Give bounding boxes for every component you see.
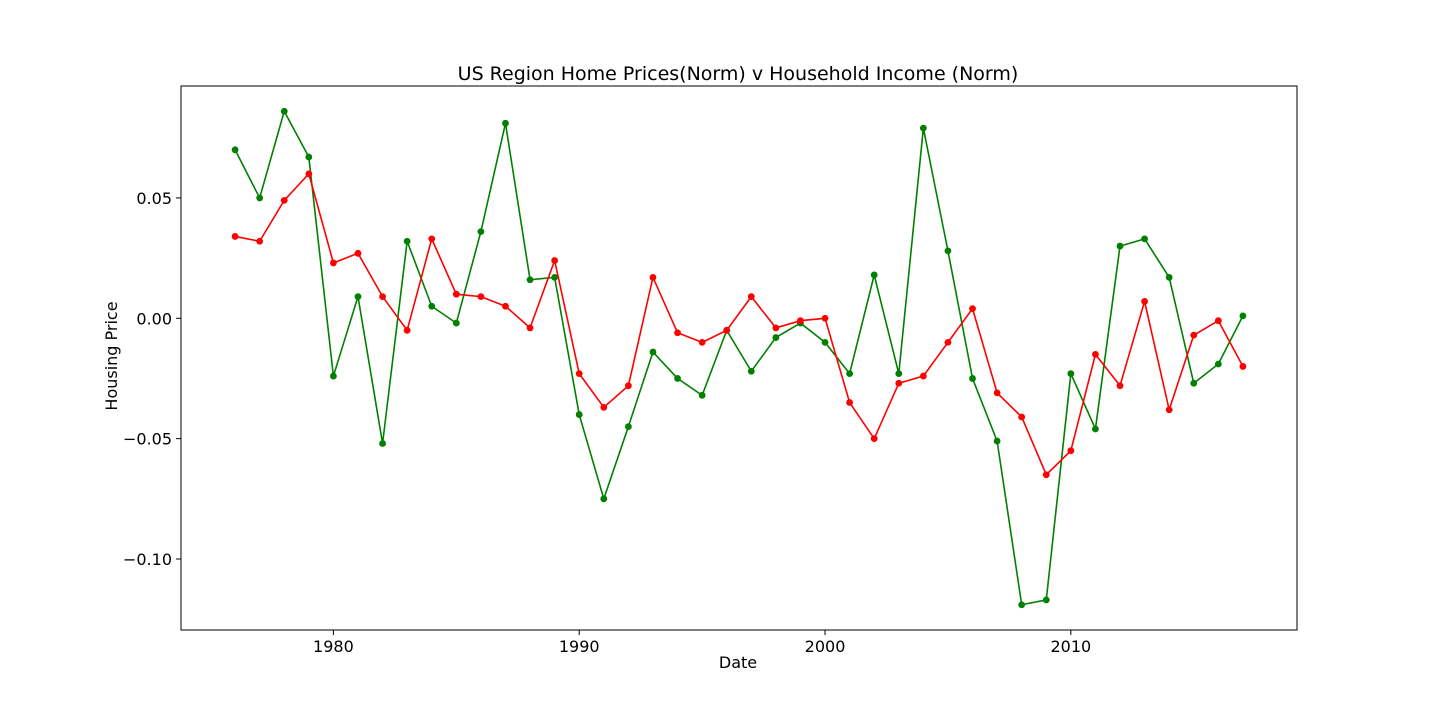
series-1-point	[1165, 406, 1173, 414]
series-0-point	[502, 119, 509, 127]
series-1-point	[1067, 447, 1075, 455]
series-0-point	[231, 146, 239, 154]
series-1-point	[526, 324, 534, 332]
series-1-point	[1239, 363, 1247, 370]
x-tick-label: 2010	[1050, 637, 1091, 656]
series-1-point	[821, 314, 829, 322]
series-0-point	[1165, 273, 1173, 281]
series-1-point	[452, 290, 460, 298]
y-tick-label: 0.05	[136, 189, 172, 208]
series-0-point	[944, 247, 952, 255]
series-0-point	[698, 391, 706, 399]
series-0-point	[772, 334, 780, 341]
series-0-point	[624, 423, 632, 430]
plot-frame	[180, 85, 1298, 631]
series-1-point	[895, 379, 903, 387]
series-1-point	[280, 196, 288, 204]
series-0-point	[379, 440, 386, 447]
series-0-point	[428, 302, 436, 310]
series-0-point	[403, 237, 411, 245]
series-0-point	[1042, 596, 1050, 604]
series-1-point	[747, 293, 755, 301]
series-0-point	[305, 153, 313, 161]
series-0-point	[674, 375, 681, 382]
x-tick-label: 1990	[559, 637, 600, 656]
series-1-point	[649, 273, 657, 281]
series-1-point	[551, 257, 559, 264]
series-0-point	[256, 194, 264, 202]
series-1-point	[1018, 413, 1026, 421]
series-0-point	[330, 372, 337, 380]
series-0-point	[452, 319, 460, 327]
series-0-line	[234, 109, 1244, 606]
series-0-point	[354, 293, 362, 301]
series-0-point	[1214, 360, 1222, 368]
series-1-point	[624, 382, 632, 390]
series-0-point	[477, 228, 485, 236]
series-0-point	[895, 370, 903, 378]
series-1-point	[305, 170, 313, 178]
series-1-point	[919, 372, 927, 380]
series-0-point	[969, 375, 976, 382]
series-0-point	[1018, 601, 1026, 609]
y-axis-label: Housing Price	[102, 301, 121, 410]
series-1-point	[354, 249, 362, 257]
y-tick-label: 0.00	[136, 309, 172, 328]
series-0-point	[1239, 312, 1247, 320]
series-0-point	[747, 367, 755, 375]
series-0-point	[821, 338, 829, 346]
series-0-point	[551, 273, 559, 281]
x-tick-label: 2000	[805, 637, 846, 656]
series-1-point	[969, 305, 976, 313]
series-1-point	[723, 326, 731, 334]
series-1-point	[1092, 350, 1099, 358]
series-1-point	[698, 338, 706, 346]
series-0-point	[1116, 242, 1124, 250]
series-1-point	[379, 293, 386, 301]
series-1-point	[846, 399, 854, 406]
x-axis-label: Date	[719, 653, 757, 672]
series-0-point	[600, 495, 608, 503]
series-0-point	[1190, 379, 1198, 387]
series-1-point	[231, 233, 239, 240]
series-1-point	[1141, 298, 1148, 305]
series-0-point	[649, 348, 657, 356]
series-0-point	[993, 437, 1001, 445]
series-0-point	[870, 271, 878, 279]
series-1-point	[772, 324, 780, 332]
series-0-point	[1141, 235, 1148, 243]
series-1-point	[477, 293, 485, 301]
series-1-point	[256, 237, 264, 245]
series-1-point	[797, 317, 804, 325]
series-0-point	[526, 276, 534, 284]
series-0-point	[1067, 370, 1075, 378]
series-1-point	[428, 235, 436, 243]
x-tick-label: 1980	[313, 637, 354, 656]
plot-area: 1980 1990 2000 2010 −0.10 −0.05 0.00 0.05	[123, 85, 1298, 656]
series-1-point	[1042, 471, 1050, 479]
chart-title: US Region Home Prices(Norm) v Household …	[458, 63, 1019, 85]
series-1-line	[234, 172, 1244, 477]
series-0-point	[1092, 425, 1099, 433]
series-0-point	[280, 107, 288, 115]
series-0-point	[846, 370, 854, 378]
series-0-point	[919, 124, 927, 132]
series-1-point	[502, 302, 509, 310]
series-1-point	[600, 403, 608, 411]
series-1-point	[1190, 331, 1198, 339]
series-1-point	[993, 389, 1001, 397]
series-1-point	[1116, 382, 1124, 390]
y-tick-label: −0.10	[123, 550, 172, 569]
series-1-point	[944, 338, 952, 346]
series-1-point	[330, 259, 337, 267]
y-tick-label: −0.05	[123, 430, 172, 449]
series-1-point	[575, 370, 583, 378]
series-1-point	[1214, 317, 1222, 325]
series-1-point	[674, 329, 681, 337]
series-1-point	[870, 435, 878, 443]
series-1-point	[403, 326, 411, 334]
series-0-point	[575, 411, 583, 418]
